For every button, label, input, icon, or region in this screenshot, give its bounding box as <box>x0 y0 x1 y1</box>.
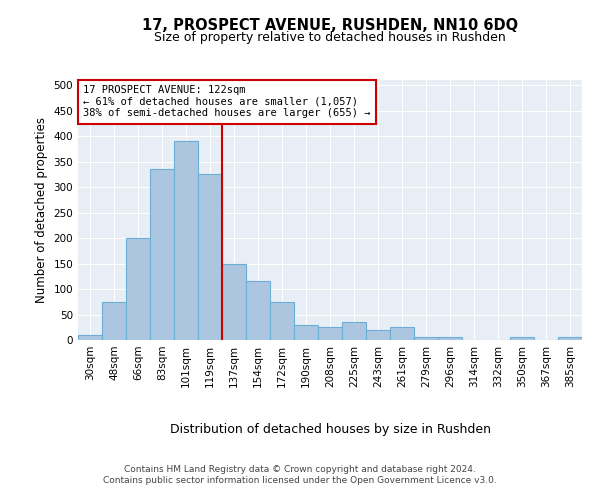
Bar <box>246 282 270 340</box>
Bar <box>510 338 534 340</box>
Text: Contains HM Land Registry data © Crown copyright and database right 2024.: Contains HM Land Registry data © Crown c… <box>124 465 476 474</box>
Text: Distribution of detached houses by size in Rushden: Distribution of detached houses by size … <box>170 422 491 436</box>
Bar <box>150 169 174 340</box>
Bar <box>102 302 126 340</box>
Bar <box>270 302 294 340</box>
Bar <box>318 328 342 340</box>
Bar <box>390 328 414 340</box>
Bar <box>342 322 366 340</box>
Y-axis label: Number of detached properties: Number of detached properties <box>35 117 48 303</box>
Bar <box>198 174 222 340</box>
Text: Size of property relative to detached houses in Rushden: Size of property relative to detached ho… <box>154 31 506 44</box>
Bar <box>222 264 246 340</box>
Bar <box>366 330 390 340</box>
Bar <box>174 141 198 340</box>
Text: Contains public sector information licensed under the Open Government Licence v3: Contains public sector information licen… <box>103 476 497 485</box>
Bar <box>294 324 318 340</box>
Bar <box>78 335 102 340</box>
Text: 17, PROSPECT AVENUE, RUSHDEN, NN10 6DQ: 17, PROSPECT AVENUE, RUSHDEN, NN10 6DQ <box>142 18 518 32</box>
Text: 17 PROSPECT AVENUE: 122sqm
← 61% of detached houses are smaller (1,057)
38% of s: 17 PROSPECT AVENUE: 122sqm ← 61% of deta… <box>83 85 371 118</box>
Bar <box>126 238 150 340</box>
Bar <box>438 338 462 340</box>
Bar <box>558 338 582 340</box>
Bar <box>414 338 438 340</box>
